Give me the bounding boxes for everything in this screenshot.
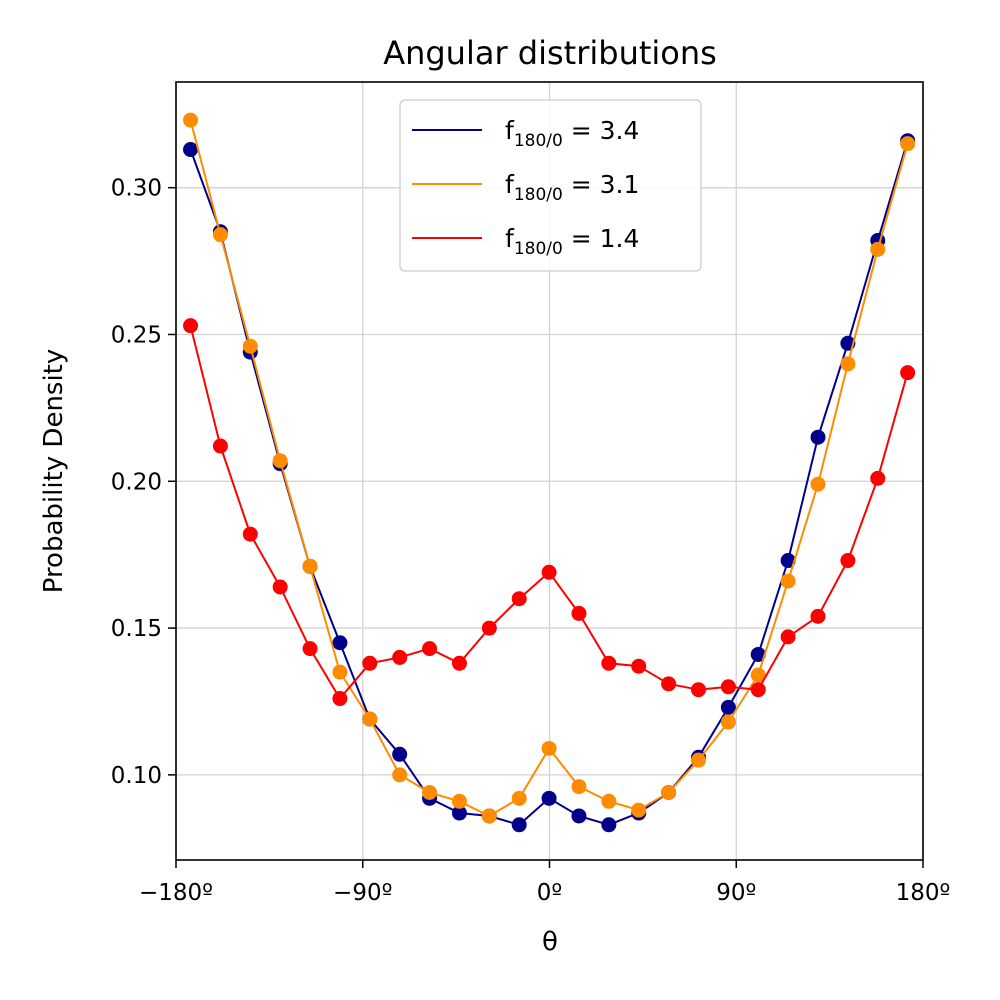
y-axis-ticks: 0.10 0.15 0.20 0.25 0.30 <box>111 176 176 789</box>
data-point <box>661 784 677 800</box>
legend-entry-3: f180/0 = 1.4 <box>412 224 639 259</box>
data-point <box>780 553 796 569</box>
data-point <box>451 793 467 809</box>
data-point <box>720 714 736 730</box>
y-tick-label: 0.20 <box>111 469 162 495</box>
data-point <box>511 817 527 833</box>
data-point <box>541 564 557 580</box>
y-tick-label: 0.25 <box>111 322 162 348</box>
x-tick-label: 0º <box>537 880 562 906</box>
data-point <box>183 318 199 334</box>
data-point <box>511 591 527 607</box>
data-point <box>242 526 258 542</box>
data-point <box>631 802 647 818</box>
data-point <box>481 808 497 824</box>
data-point <box>631 658 647 674</box>
data-point <box>332 635 348 651</box>
y-tick-label: 0.30 <box>111 176 162 202</box>
data-point <box>840 553 856 569</box>
data-point <box>183 112 199 128</box>
data-point <box>212 227 228 243</box>
data-point <box>392 649 408 665</box>
legend-entry-1: f180/0 = 3.4 <box>412 116 639 151</box>
data-point <box>601 817 617 833</box>
data-point <box>272 453 288 469</box>
data-point <box>362 711 378 727</box>
data-point <box>690 682 706 698</box>
data-point <box>810 476 826 492</box>
data-point <box>571 808 587 824</box>
data-point <box>780 629 796 645</box>
data-point <box>601 793 617 809</box>
series-2 <box>183 112 916 824</box>
data-point <box>392 746 408 762</box>
data-point <box>750 667 766 683</box>
data-point <box>900 136 916 152</box>
y-tick-label: 0.15 <box>111 616 162 642</box>
legend-box <box>399 99 702 272</box>
data-point <box>571 779 587 795</box>
data-point <box>870 470 886 486</box>
data-point <box>840 356 856 372</box>
data-point <box>422 641 438 657</box>
data-point <box>780 573 796 589</box>
data-point <box>601 655 617 671</box>
data-point <box>810 608 826 624</box>
x-axis-ticks: −180º −90º 0º 90º 180º <box>139 860 950 906</box>
data-point <box>511 790 527 806</box>
legend-entry-2: f180/0 = 3.1 <box>412 170 639 205</box>
y-axis-label: Probability Density <box>39 349 69 594</box>
data-point <box>481 620 497 636</box>
data-point <box>362 655 378 671</box>
data-point <box>422 784 438 800</box>
data-point <box>810 429 826 445</box>
x-tick-label: 180º <box>896 880 951 906</box>
x-axis-label: θ <box>542 927 558 957</box>
y-tick-label: 0.10 <box>111 763 162 789</box>
legend-label: f180/0 = 1.4 <box>505 224 639 259</box>
data-point <box>242 338 258 354</box>
data-point <box>571 605 587 621</box>
series-layer <box>183 112 916 833</box>
x-tick-label: 90º <box>716 880 756 906</box>
data-point <box>302 641 318 657</box>
data-point <box>750 646 766 662</box>
legend-label: f180/0 = 3.1 <box>505 170 639 205</box>
data-point <box>720 679 736 695</box>
data-point <box>272 579 288 595</box>
legend: f180/0 = 3.4 f180/0 = 3.1 f180/0 = 1.4 <box>399 99 702 272</box>
data-point <box>332 664 348 680</box>
data-point <box>451 655 467 671</box>
x-tick-label: −180º <box>139 880 213 906</box>
series-3 <box>183 318 916 707</box>
data-point <box>900 365 916 381</box>
data-point <box>183 142 199 158</box>
data-point <box>541 740 557 756</box>
data-point <box>541 790 557 806</box>
data-point <box>451 805 467 821</box>
chart-title: Angular distributions <box>383 34 717 72</box>
data-point <box>302 558 318 574</box>
x-tick-label: −90º <box>333 880 392 906</box>
data-point <box>870 241 886 257</box>
data-point <box>392 767 408 783</box>
data-point <box>332 691 348 707</box>
data-point <box>690 752 706 768</box>
legend-label: f180/0 = 3.4 <box>505 116 639 151</box>
data-point <box>750 682 766 698</box>
data-point <box>661 676 677 692</box>
data-point <box>720 699 736 715</box>
data-point <box>212 438 228 454</box>
